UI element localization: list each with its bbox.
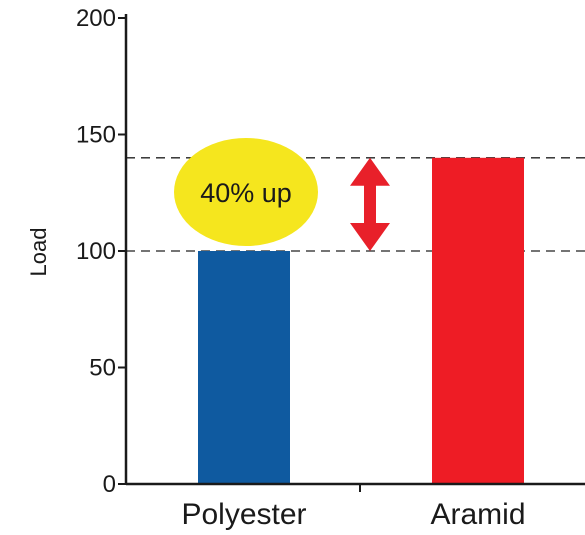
x-tick-label: Aramid [430, 498, 525, 531]
y-axis-label: Load [26, 228, 51, 277]
bars [198, 157, 524, 485]
y-tick-label: 0 [103, 471, 116, 498]
y-ticks: 0 50 100 150 200 [76, 5, 126, 498]
x-tick-label: Polyester [181, 498, 306, 531]
bar-aramid [432, 157, 524, 485]
callout-ellipse [174, 138, 318, 246]
double-arrow-icon [350, 157, 390, 251]
x-ticks: Polyester Aramid [181, 484, 526, 531]
bar-polyester [198, 251, 290, 484]
callout-text: 40% up [200, 178, 292, 208]
callout: 40% up [174, 138, 318, 246]
y-tick-label: 200 [76, 5, 116, 32]
axes [124, 14, 585, 486]
y-tick-label: 50 [89, 355, 116, 382]
double-arrow-shape [350, 157, 390, 251]
y-tick-label: 150 [76, 122, 116, 149]
y-tick-label: 100 [76, 238, 116, 265]
